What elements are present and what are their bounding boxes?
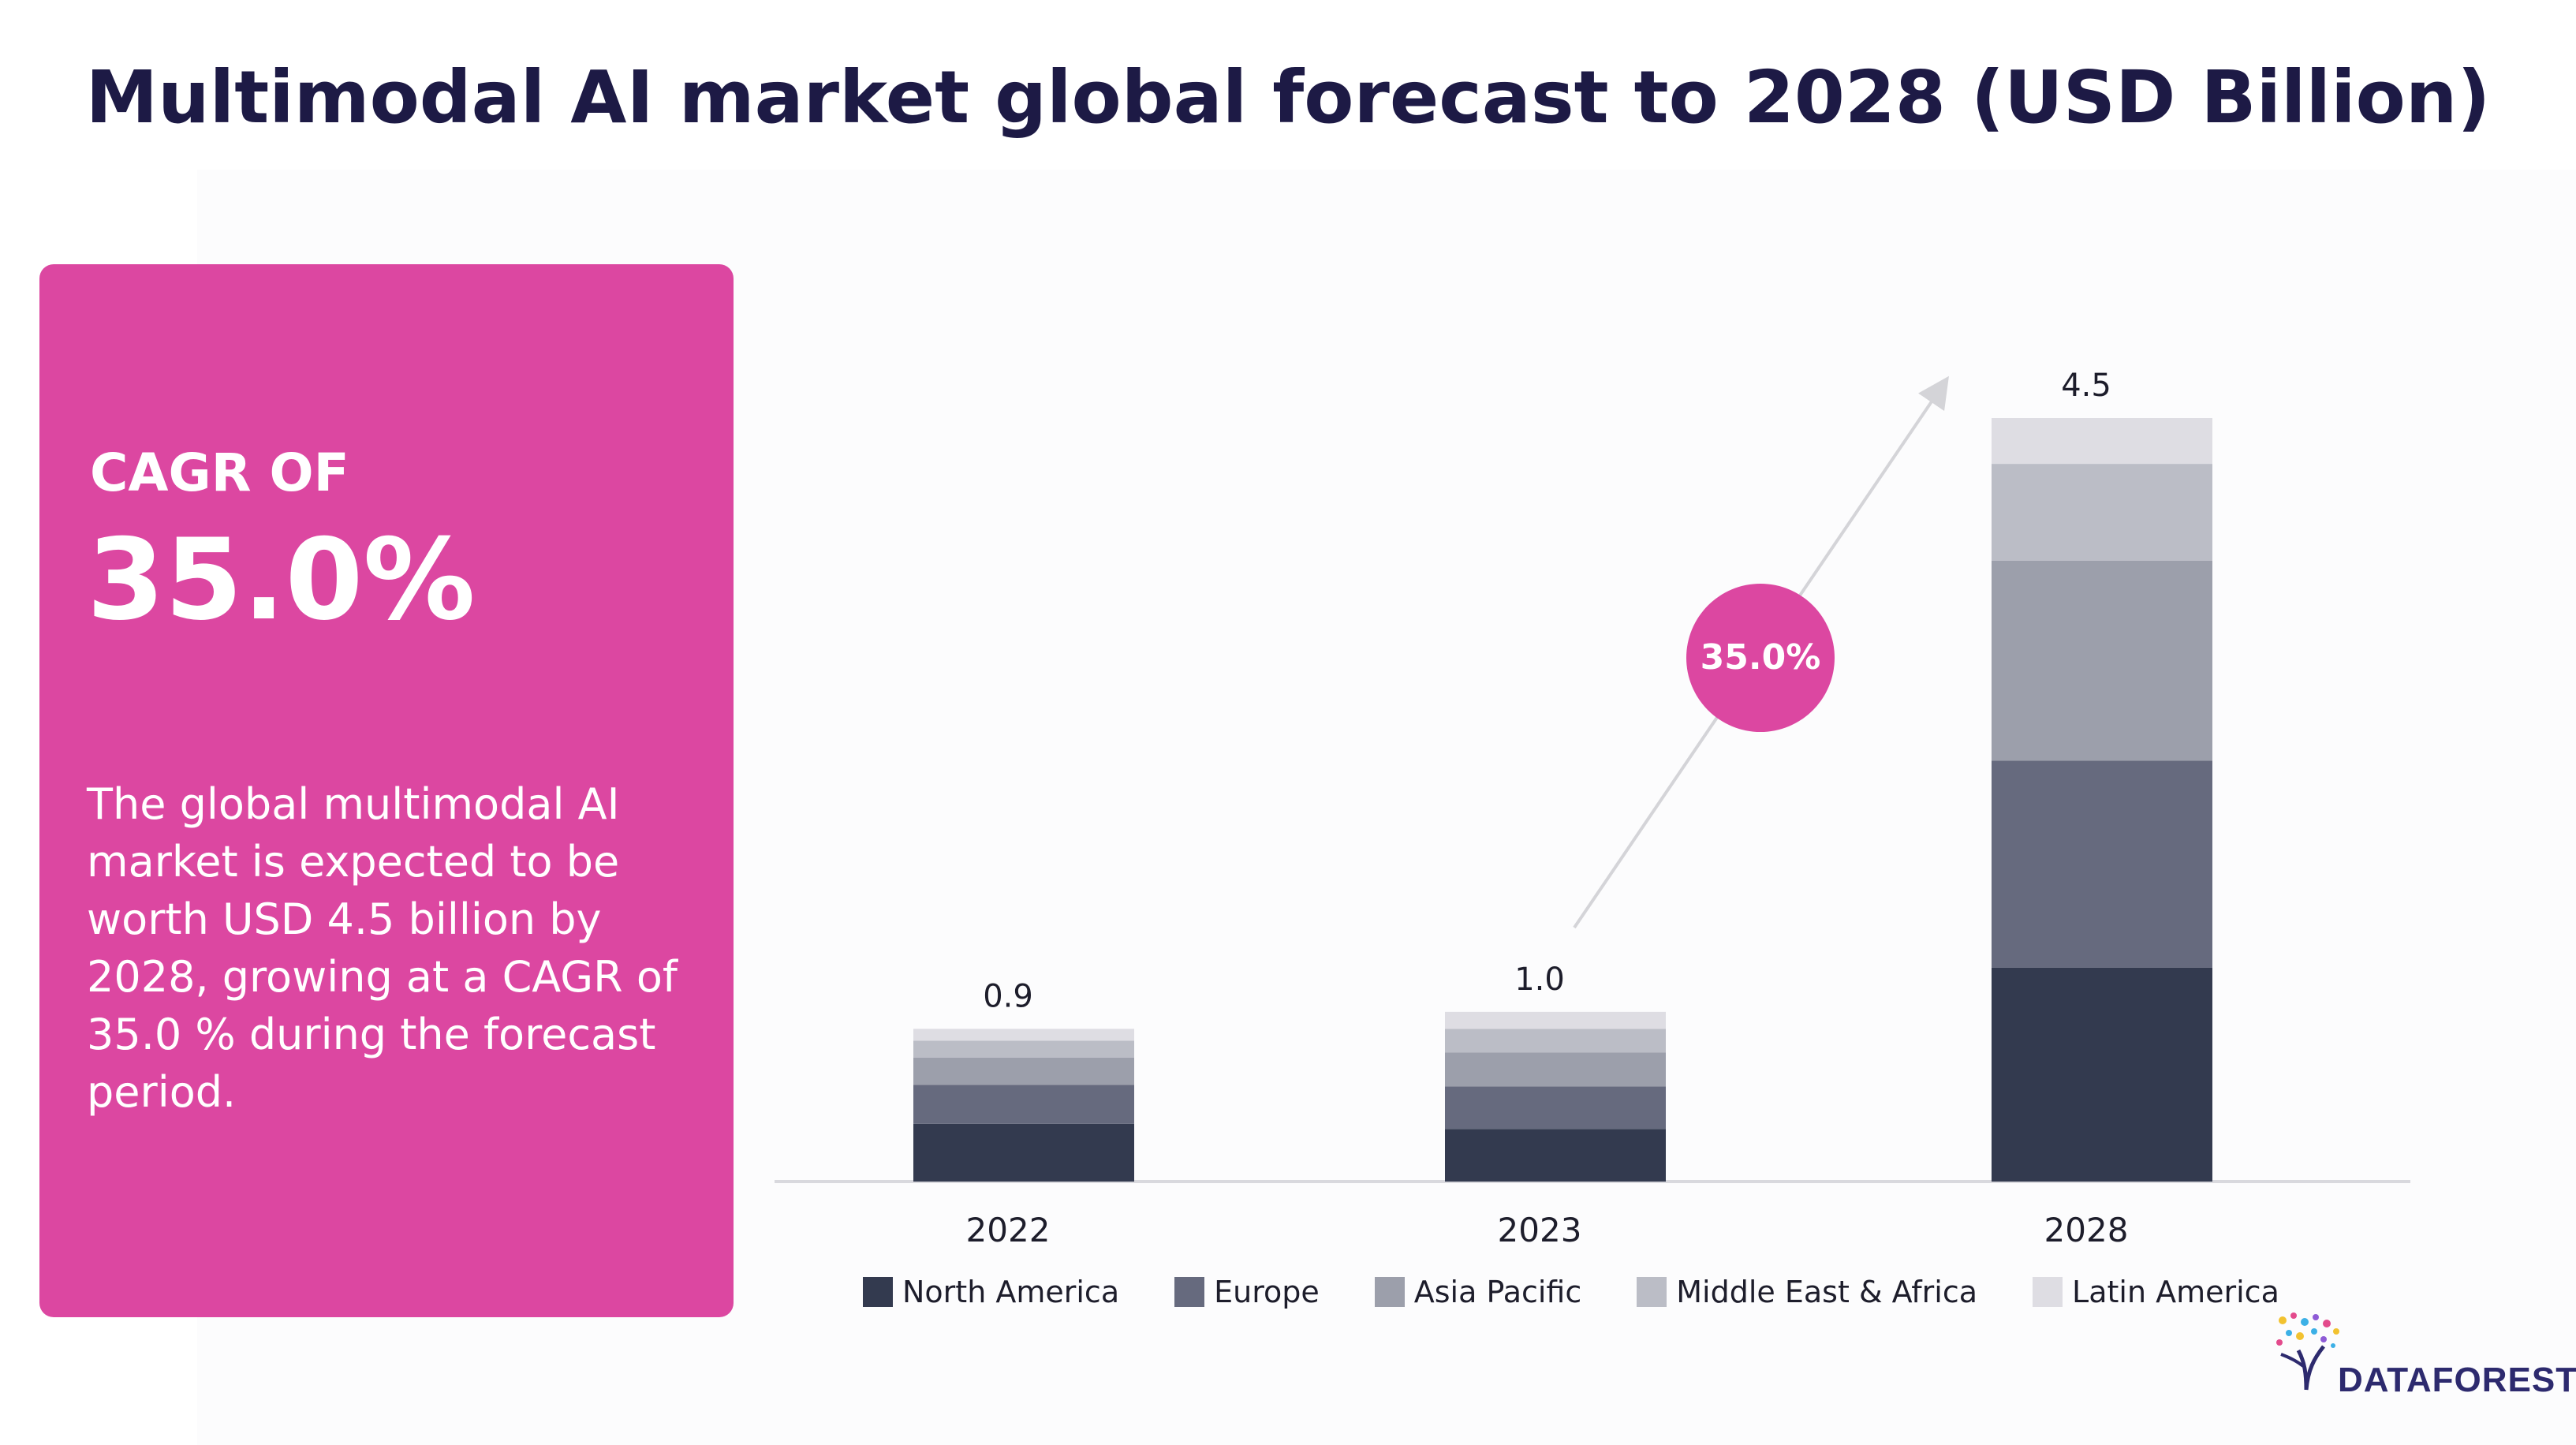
bar-segment-2028-0 [1992,967,2212,1182]
bar-segment-2028-3 [1992,464,2212,561]
bar-segment-2022-3 [913,1040,1134,1058]
bar-total-label: 0.9 [983,978,1033,1014]
bar-segment-2023-0 [1445,1129,1666,1182]
brand-name: DATAFOREST [2338,1361,2576,1399]
bar-segment-2028-2 [1992,560,2212,761]
brand-logo: DATAFOREST [2275,1311,2576,1406]
bar-segment-2022-0 [913,1123,1134,1182]
legend-item: Europe [1174,1275,1320,1309]
legend-swatch [1374,1277,1405,1307]
bar-total-label: 1.0 [1514,961,1565,998]
cagr-description: The global multimodal AI market is expec… [87,779,678,1117]
cagr-value: 35.0% [87,515,476,645]
x-tick-label: 2023 [1498,1211,1582,1249]
x-tick-label: 2022 [966,1211,1051,1249]
bar-segment-2028-4 [1992,418,2212,465]
bar-segment-2023-4 [1445,1011,1666,1029]
bar-segment-2022-1 [913,1085,1134,1124]
legend-label: Europe [1214,1275,1320,1309]
legend-swatch [863,1277,893,1307]
cagr-bubble-label: 35.0% [1701,637,1821,678]
legend-swatch [1637,1277,1667,1307]
tree-logo-icon [2276,1312,2339,1391]
bar-total-label: 4.5 [2061,368,2111,404]
bar-segment-2023-2 [1445,1052,1666,1087]
bar-segment-2023-1 [1445,1086,1666,1129]
page-title: Multimodal AI market global forecast to … [85,55,2491,140]
legend-item: Middle East & Africa [1637,1275,1977,1309]
legend-item: North America [863,1275,1119,1309]
bar-segment-2023-3 [1445,1029,1666,1053]
cagr-label: CAGR OF [90,442,349,503]
legend-swatch [2033,1277,2063,1307]
legend-label: Middle East & Africa [1676,1275,1978,1309]
chart-legend: North America Europe Asia Pacific Middle Ea… [863,1275,2279,1309]
bar-segment-2022-2 [913,1057,1134,1085]
legend-swatch [1174,1277,1205,1307]
legend-label: Asia Pacific [1413,1275,1582,1309]
cagr-card: CAGR OF 35.0% The global multimodal AI m… [39,264,734,1317]
legend-item: Asia Pacific [1374,1275,1582,1309]
cagr-bubble [1686,584,1835,732]
x-tick-label: 2028 [2044,1211,2129,1249]
bar-segment-2022-4 [913,1029,1134,1041]
legend-item: Latin America [2033,1275,2279,1309]
legend-label: Latin America [2072,1275,2279,1309]
legend-label: North America [902,1275,1120,1309]
bar-segment-2028-1 [1992,760,2212,968]
